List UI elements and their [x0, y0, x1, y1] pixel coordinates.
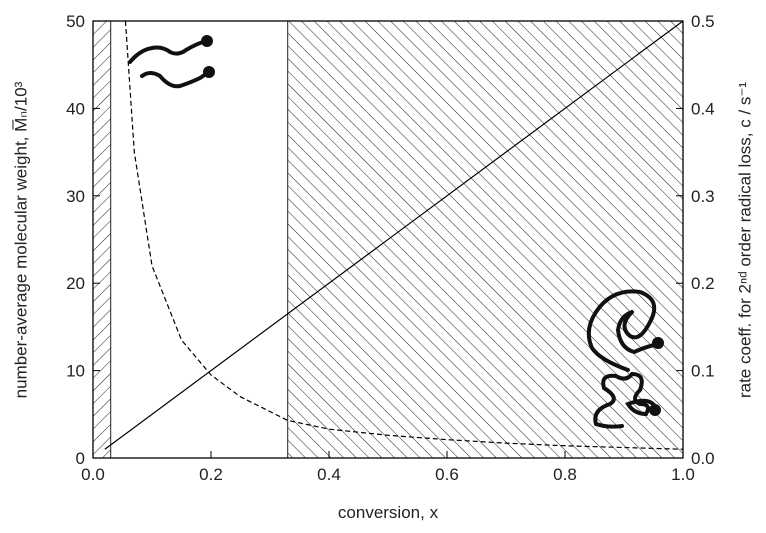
x-tick-label: 0.0	[81, 465, 105, 484]
x-tick-label: 0.8	[553, 465, 577, 484]
x-tick-label: 0.4	[317, 465, 341, 484]
x-tick-label: 1.0	[671, 465, 695, 484]
x-tick-label: 0.2	[199, 465, 223, 484]
y2-tick-label: 0.4	[691, 99, 715, 118]
x-tick-label: 0.6	[435, 465, 459, 484]
y-tick-label: 50	[66, 12, 85, 31]
x-axis-label: conversion, x	[338, 503, 439, 522]
y-axis-label: number-average molecular weight, M̅ₙ/10³	[11, 81, 30, 398]
y2-tick-label: 0.2	[691, 274, 715, 293]
y2-tick-label: 0.0	[691, 449, 715, 468]
y-tick-label: 40	[66, 99, 85, 118]
data-line	[104, 20, 684, 450]
y2-tick-label: 0.3	[691, 187, 715, 206]
plot-frame	[92, 20, 684, 459]
y-tick-label: 10	[66, 362, 85, 381]
y-tick-label: 20	[66, 274, 85, 293]
y-tick-label: 30	[66, 187, 85, 206]
y2-tick-label: 0.1	[691, 362, 715, 381]
shaded-region	[92, 20, 112, 459]
y-tick-label: 0	[76, 449, 85, 468]
y2-axis-label: rate coeff. for 2ⁿᵈ order radical loss, …	[735, 82, 754, 398]
shaded-region	[287, 20, 684, 459]
y2-tick-label: 0.5	[691, 12, 715, 31]
data-line	[124, 20, 684, 450]
polymer-icons	[128, 35, 664, 429]
